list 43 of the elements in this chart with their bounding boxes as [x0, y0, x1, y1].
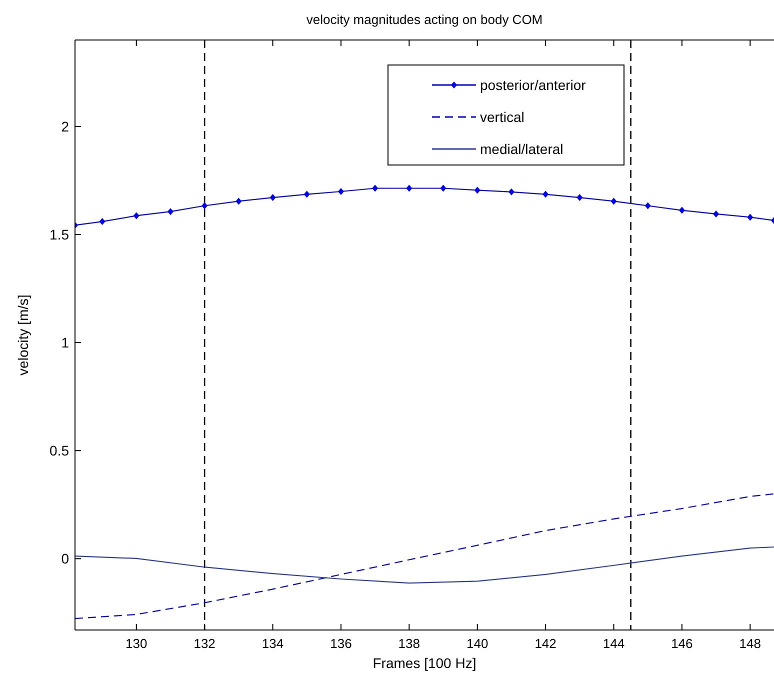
- point: [338, 188, 344, 195]
- point: [304, 190, 310, 198]
- x-tick-label: 144: [602, 636, 625, 651]
- point: [167, 208, 174, 216]
- x-tick-label: 138: [398, 636, 420, 651]
- legend-label: posterior/anterior: [480, 77, 586, 93]
- point: [713, 210, 720, 218]
- point: [236, 198, 242, 205]
- x-axis-title: Frames [100 Hz]: [372, 655, 476, 671]
- point: [678, 206, 685, 214]
- chart-title: velocity magnitudes acting on body COM: [306, 12, 543, 27]
- point: [644, 202, 651, 210]
- line-series: [75, 546, 774, 584]
- line-series: [75, 493, 774, 620]
- point: [610, 198, 617, 205]
- y-tick-label: 2: [61, 118, 70, 134]
- point: [440, 184, 446, 192]
- y-tick-label: 1.5: [50, 226, 70, 243]
- x-tick-label: 130: [126, 636, 148, 651]
- y-tick-label: 0: [61, 550, 70, 567]
- x-tick-label: 134: [262, 636, 284, 651]
- x-tick-label: 140: [466, 636, 488, 651]
- x-tick-label: 132: [194, 636, 216, 651]
- x-tick-label: 142: [534, 636, 556, 651]
- point: [508, 188, 514, 196]
- y-tick-label: 0.5: [50, 442, 70, 459]
- y-tick-label: 1: [61, 334, 70, 351]
- point: [133, 212, 140, 220]
- point: [747, 214, 754, 221]
- point: [474, 186, 480, 194]
- x-tick-label: 146: [671, 636, 693, 651]
- point: [542, 190, 549, 198]
- y-axis-title: velocity [m/s]: [15, 294, 31, 376]
- legend-label: vertical: [480, 109, 524, 125]
- point: [202, 202, 208, 210]
- point: [406, 184, 412, 192]
- point: [99, 218, 106, 226]
- point: [576, 194, 583, 202]
- point: [372, 184, 378, 192]
- x-tick-label: 148: [739, 636, 761, 651]
- x-tick-label: 136: [330, 636, 352, 651]
- legend-label: medial/lateral: [480, 141, 564, 157]
- point: [270, 194, 276, 202]
